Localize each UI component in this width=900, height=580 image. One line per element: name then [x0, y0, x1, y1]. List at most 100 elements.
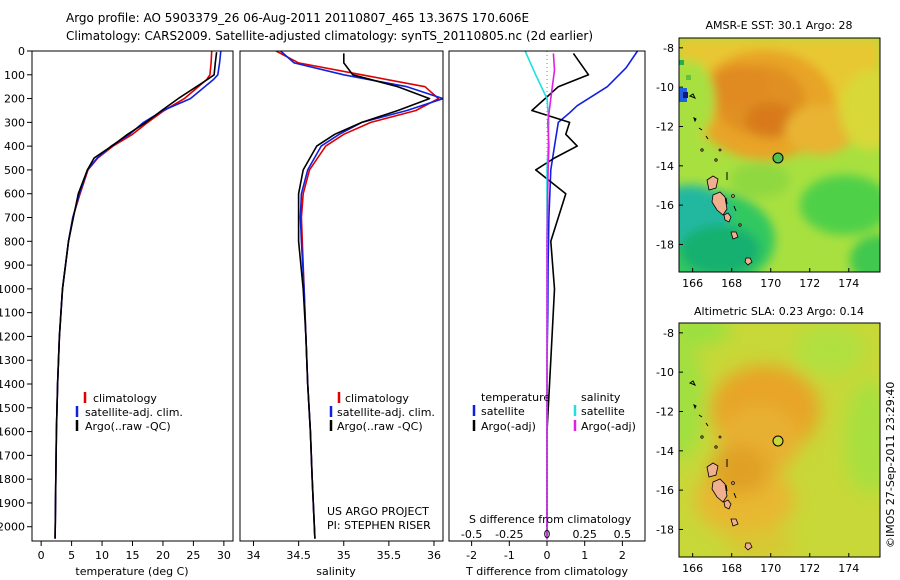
legend-label-t-argo: Argo(-adj) [481, 420, 536, 433]
y-tick-label: 200 [4, 93, 25, 106]
x-tick-label: 35.5 [377, 549, 402, 562]
s-tick-label: 0 [544, 528, 551, 541]
legend-label-satellite: satellite-adj. clim. [337, 406, 435, 419]
y-tick-label: 800 [4, 235, 25, 248]
sst-map-y-axis: -8 -10 -12 -14 -16 -18 [656, 42, 683, 251]
legend-label-satellite: satellite-adj. clim. [85, 406, 183, 419]
temperature-x-axis: 0 5 10 15 20 25 30 [38, 541, 231, 562]
project-annotation: US ARGO PROJECT [327, 505, 429, 518]
map-y-tick-label: -12 [656, 120, 674, 133]
map-y-tick-label: -14 [656, 160, 674, 173]
map-x-tick-label: 166 [682, 562, 703, 575]
map-y-tick-label: -16 [656, 484, 674, 497]
legend-label-t-satellite: satellite [481, 405, 525, 418]
map-x-tick-label: 174 [838, 277, 859, 290]
map-x-tick-label: 168 [721, 562, 742, 575]
x-tick-label: -2 [466, 549, 477, 562]
x-tick-label: 1 [581, 549, 588, 562]
y-tick-label: 100 [4, 69, 25, 82]
salinity-series-group [275, 51, 443, 539]
salinity-difference-axis: -0.5 -0.25 0 0.25 0.5 [461, 528, 631, 541]
map-x-tick-label: 172 [799, 562, 820, 575]
map-x-tick-label: 170 [760, 277, 781, 290]
map-x-tick-label: 170 [760, 562, 781, 575]
map-y-tick-label: -10 [656, 366, 674, 379]
header-line1: Argo profile: AO 5903379_26 06-Aug-2011 … [66, 11, 529, 25]
x-tick-label: 2 [619, 549, 626, 562]
sla-map-title: Altimetric SLA: 0.23 Argo: 0.14 [694, 305, 864, 318]
s-difference-label: S difference from climatology [469, 513, 632, 526]
x-tick-label: 25 [186, 549, 200, 562]
legend-label-s-argo: Argo(-adj) [581, 420, 636, 433]
salinity-x-axis: 34 34.5 35 35.5 36 [247, 541, 441, 562]
s-tick-label: 0.25 [572, 528, 597, 541]
sst-map-x-axis: 166 168 170 172 174 [682, 268, 859, 290]
map-y-tick-label: -18 [656, 523, 674, 536]
x-tick-label: 30 [217, 549, 231, 562]
pi-annotation: PI: STEPHEN RISER [327, 519, 431, 532]
s-tick-label: 0.5 [614, 528, 632, 541]
map-y-tick-label: -12 [656, 405, 674, 418]
temperature-legend: climatology satellite-adj. clim. Argo(..… [75, 392, 183, 433]
sla-argo-marker [772, 435, 784, 447]
sla-map-frame [678, 322, 881, 558]
x-tick-label: 36 [427, 549, 441, 562]
y-tick-label: 1200 [0, 330, 25, 343]
sst-map: AMSR-E SST: 30.1 Argo: 28 [656, 19, 881, 290]
y-tick-label: 1300 [0, 354, 25, 367]
s-tick-label: -0.25 [495, 528, 523, 541]
map-y-tick-label: -16 [656, 199, 674, 212]
y-tick-label: 1700 [0, 449, 25, 462]
temperature-x-label: temperature (deg C) [75, 565, 188, 578]
series-line-0 [54, 51, 213, 539]
map-y-tick-label: -14 [656, 445, 674, 458]
map-y-tick-label: -8 [663, 327, 674, 340]
s-tick-label: -0.5 [461, 528, 482, 541]
legend-label-argo: Argo(..raw -QC) [337, 420, 423, 433]
series-line-2 [54, 52, 218, 539]
map-x-tick-label: 168 [721, 277, 742, 290]
x-tick-label: 20 [156, 549, 170, 562]
y-tick-label: 2000 [0, 521, 25, 534]
salinity-legend: climatology satellite-adj. clim. Argo(..… [329, 392, 435, 433]
salinity-panel: 34 34.5 35 35.5 36 salinity climatology sate… [239, 50, 444, 578]
legend-label-climatology: climatology [93, 392, 157, 405]
y-tick-label: 1100 [0, 307, 25, 320]
y-tick-label: 0 [18, 45, 25, 58]
difference-legend: temperature satellite Argo(-adj) salinit… [472, 391, 636, 433]
y-tick-label: 1800 [0, 473, 25, 486]
sla-map-x-axis: 166 168 170 172 174 [682, 553, 859, 575]
series-line-3 [546, 53, 556, 539]
x-tick-label: 35 [337, 549, 351, 562]
salinity-x-label: salinity [316, 565, 356, 578]
y-tick-label: 1500 [0, 402, 25, 415]
y-tick-label: 1400 [0, 378, 25, 391]
map-y-tick-label: -8 [663, 42, 674, 55]
sst-map-frame [678, 37, 881, 273]
legend-label-argo: Argo(..raw -QC) [85, 420, 171, 433]
depth-axis: 0 100 200 300 400 500 600 700 800 900 1000 1100 1200… [0, 45, 32, 534]
map-y-tick-label: -10 [656, 81, 674, 94]
x-tick-label: 34.5 [286, 549, 311, 562]
x-tick-label: 0 [544, 549, 551, 562]
y-tick-label: 600 [4, 188, 25, 201]
series-line-2 [297, 53, 431, 539]
y-tick-label: 1000 [0, 283, 25, 296]
imos-credit: ©IMOS 27-Sep-2011 23:29:40 [884, 382, 897, 548]
temperature-panel: 0100200300400500600700800900100011001200… [0, 45, 234, 578]
y-tick-label: 700 [4, 212, 25, 225]
series-line-0 [546, 51, 639, 539]
legend-title-temperature: temperature [481, 391, 550, 404]
series-line-1 [280, 51, 443, 539]
sst-map-title: AMSR-E SST: 30.1 Argo: 28 [705, 19, 852, 32]
sla-map-y-axis: -8 -10 -12 -14 -16 -18 [656, 327, 683, 536]
legend-label-s-satellite: satellite [581, 405, 625, 418]
x-tick-label: 34 [247, 549, 261, 562]
y-tick-label: 400 [4, 140, 25, 153]
y-tick-label: 500 [4, 164, 25, 177]
legend-title-salinity: salinity [581, 391, 621, 404]
series-line-1 [531, 52, 590, 539]
y-tick-label: 300 [4, 116, 25, 129]
x-tick-label: 0 [38, 549, 45, 562]
